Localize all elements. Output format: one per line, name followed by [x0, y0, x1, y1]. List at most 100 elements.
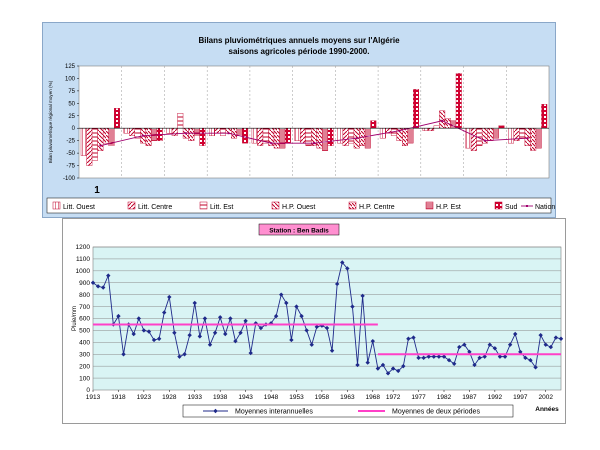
- legend-swatch: [127, 201, 136, 210]
- bar: [348, 128, 355, 144]
- bar: [433, 125, 440, 129]
- x-tick-label: 1928: [162, 394, 177, 401]
- ben-badis-rainfall-svg: Station : Ben Badis 0 100 200 300 400 500 600 70…: [72, 223, 564, 418]
- legend: Litt. Ouest Litt. Centre Litt. Est H.P. Oue…: [46, 197, 555, 214]
- interannual-point: [131, 331, 136, 337]
- interannual-point: [513, 331, 518, 337]
- interannual-point: [172, 330, 177, 335]
- bar: [487, 128, 494, 141]
- y-tick-label: 1000: [76, 268, 91, 275]
- bar: [407, 128, 414, 144]
- interannual-point: [462, 342, 467, 347]
- y-tick-label: 100: [79, 375, 90, 382]
- y-tick-label: -25: [66, 139, 75, 145]
- legend-label: H.P. Est: [436, 204, 461, 211]
- x-tick-label: 1977: [411, 394, 426, 401]
- interannual-point: [446, 358, 452, 363]
- y-tick-label: 900: [79, 280, 90, 287]
- interannual-point: [223, 331, 228, 337]
- interannual-point: [345, 266, 350, 271]
- legend-label: Sud: [505, 204, 518, 211]
- bar: [199, 128, 206, 146]
- bar: [151, 128, 158, 141]
- legend-label: Litt. Est: [210, 204, 233, 211]
- interannual-point: [284, 300, 289, 306]
- legend-label: National: [535, 204, 555, 211]
- bar: [242, 128, 249, 144]
- ben-badis-rainfall-chart: Station : Ben Badis 0 100 200 300 400 500 600 70…: [62, 218, 566, 424]
- bar: [236, 128, 243, 136]
- interannual-point: [202, 316, 208, 321]
- y-tick-label: 0: [86, 387, 90, 394]
- interannual-point: [396, 368, 401, 374]
- bar: [535, 128, 542, 149]
- bar: [279, 128, 286, 149]
- interannual-point: [289, 337, 294, 343]
- national-point: [184, 132, 187, 135]
- legend-label: Moyennes interannuelles: [235, 409, 313, 416]
- interannual-point: [187, 332, 192, 338]
- bar: [402, 128, 408, 146]
- interannual-point: [487, 342, 492, 347]
- x-tick-label: 1948: [264, 394, 279, 401]
- interannual-point: [228, 316, 233, 321]
- interannual-point: [558, 336, 564, 341]
- bar: [508, 128, 515, 144]
- national-point: [313, 142, 315, 145]
- interannual-point: [243, 318, 248, 324]
- bar: [519, 128, 526, 139]
- bar: [97, 128, 104, 151]
- interannual-point: [207, 342, 213, 347]
- bar: [364, 128, 371, 149]
- x-tick-label: 1923: [137, 394, 152, 401]
- interannual-point: [543, 342, 548, 347]
- y-tick-label: -50: [66, 151, 75, 157]
- bar: [370, 120, 377, 129]
- x-axis-label: 1: [94, 185, 100, 196]
- y-tick-label: 600: [79, 316, 90, 323]
- interannual-point: [121, 352, 126, 357]
- station-title: Station : Ben Badis: [269, 228, 329, 235]
- legend-swatch: [425, 201, 434, 210]
- bar: [80, 128, 87, 156]
- interannual-point: [380, 362, 386, 368]
- legend-swatch-point: [526, 205, 528, 207]
- interannual-point: [334, 281, 340, 287]
- bar: [145, 128, 152, 146]
- bar: [541, 104, 548, 129]
- interannual-point: [304, 328, 309, 333]
- interannual-point: [401, 363, 406, 369]
- bar: [123, 128, 130, 134]
- bar: [439, 110, 446, 129]
- bar: [524, 128, 531, 146]
- y-tick-label: -75: [66, 164, 75, 170]
- interannual-point: [416, 355, 421, 361]
- interannual-point: [309, 342, 314, 347]
- national-point: [526, 137, 529, 140]
- y-tick-label: 400: [79, 340, 90, 347]
- legend-label: H.P. Centre: [359, 204, 395, 211]
- x-tick-label: 1963: [340, 394, 355, 401]
- bar: [413, 89, 420, 129]
- x-tick-label: 1958: [315, 394, 330, 401]
- bar: [166, 128, 173, 134]
- national-point: [441, 119, 444, 122]
- interannual-point: [477, 355, 482, 361]
- interannual-point: [294, 304, 299, 309]
- legend-swatch: [199, 201, 208, 210]
- y-tick-label: 300: [79, 351, 90, 358]
- regional-rainfall-balance-svg: Bilans pluviométriques annuels moyens su…: [46, 36, 555, 214]
- interannual-point: [151, 337, 157, 343]
- legend-swatch: [348, 201, 357, 210]
- y-tick-label: 700: [79, 304, 90, 311]
- bar: [193, 128, 200, 136]
- bar: [251, 128, 258, 144]
- legend-swatch: [52, 201, 61, 210]
- interannual-point: [279, 292, 284, 297]
- interannual-point: [192, 300, 197, 306]
- interannual-point: [365, 360, 370, 365]
- interannual-point: [156, 336, 162, 341]
- bar: [129, 128, 135, 136]
- x-tick-label: 1987: [462, 394, 477, 401]
- y-tick-label: 75: [68, 89, 75, 95]
